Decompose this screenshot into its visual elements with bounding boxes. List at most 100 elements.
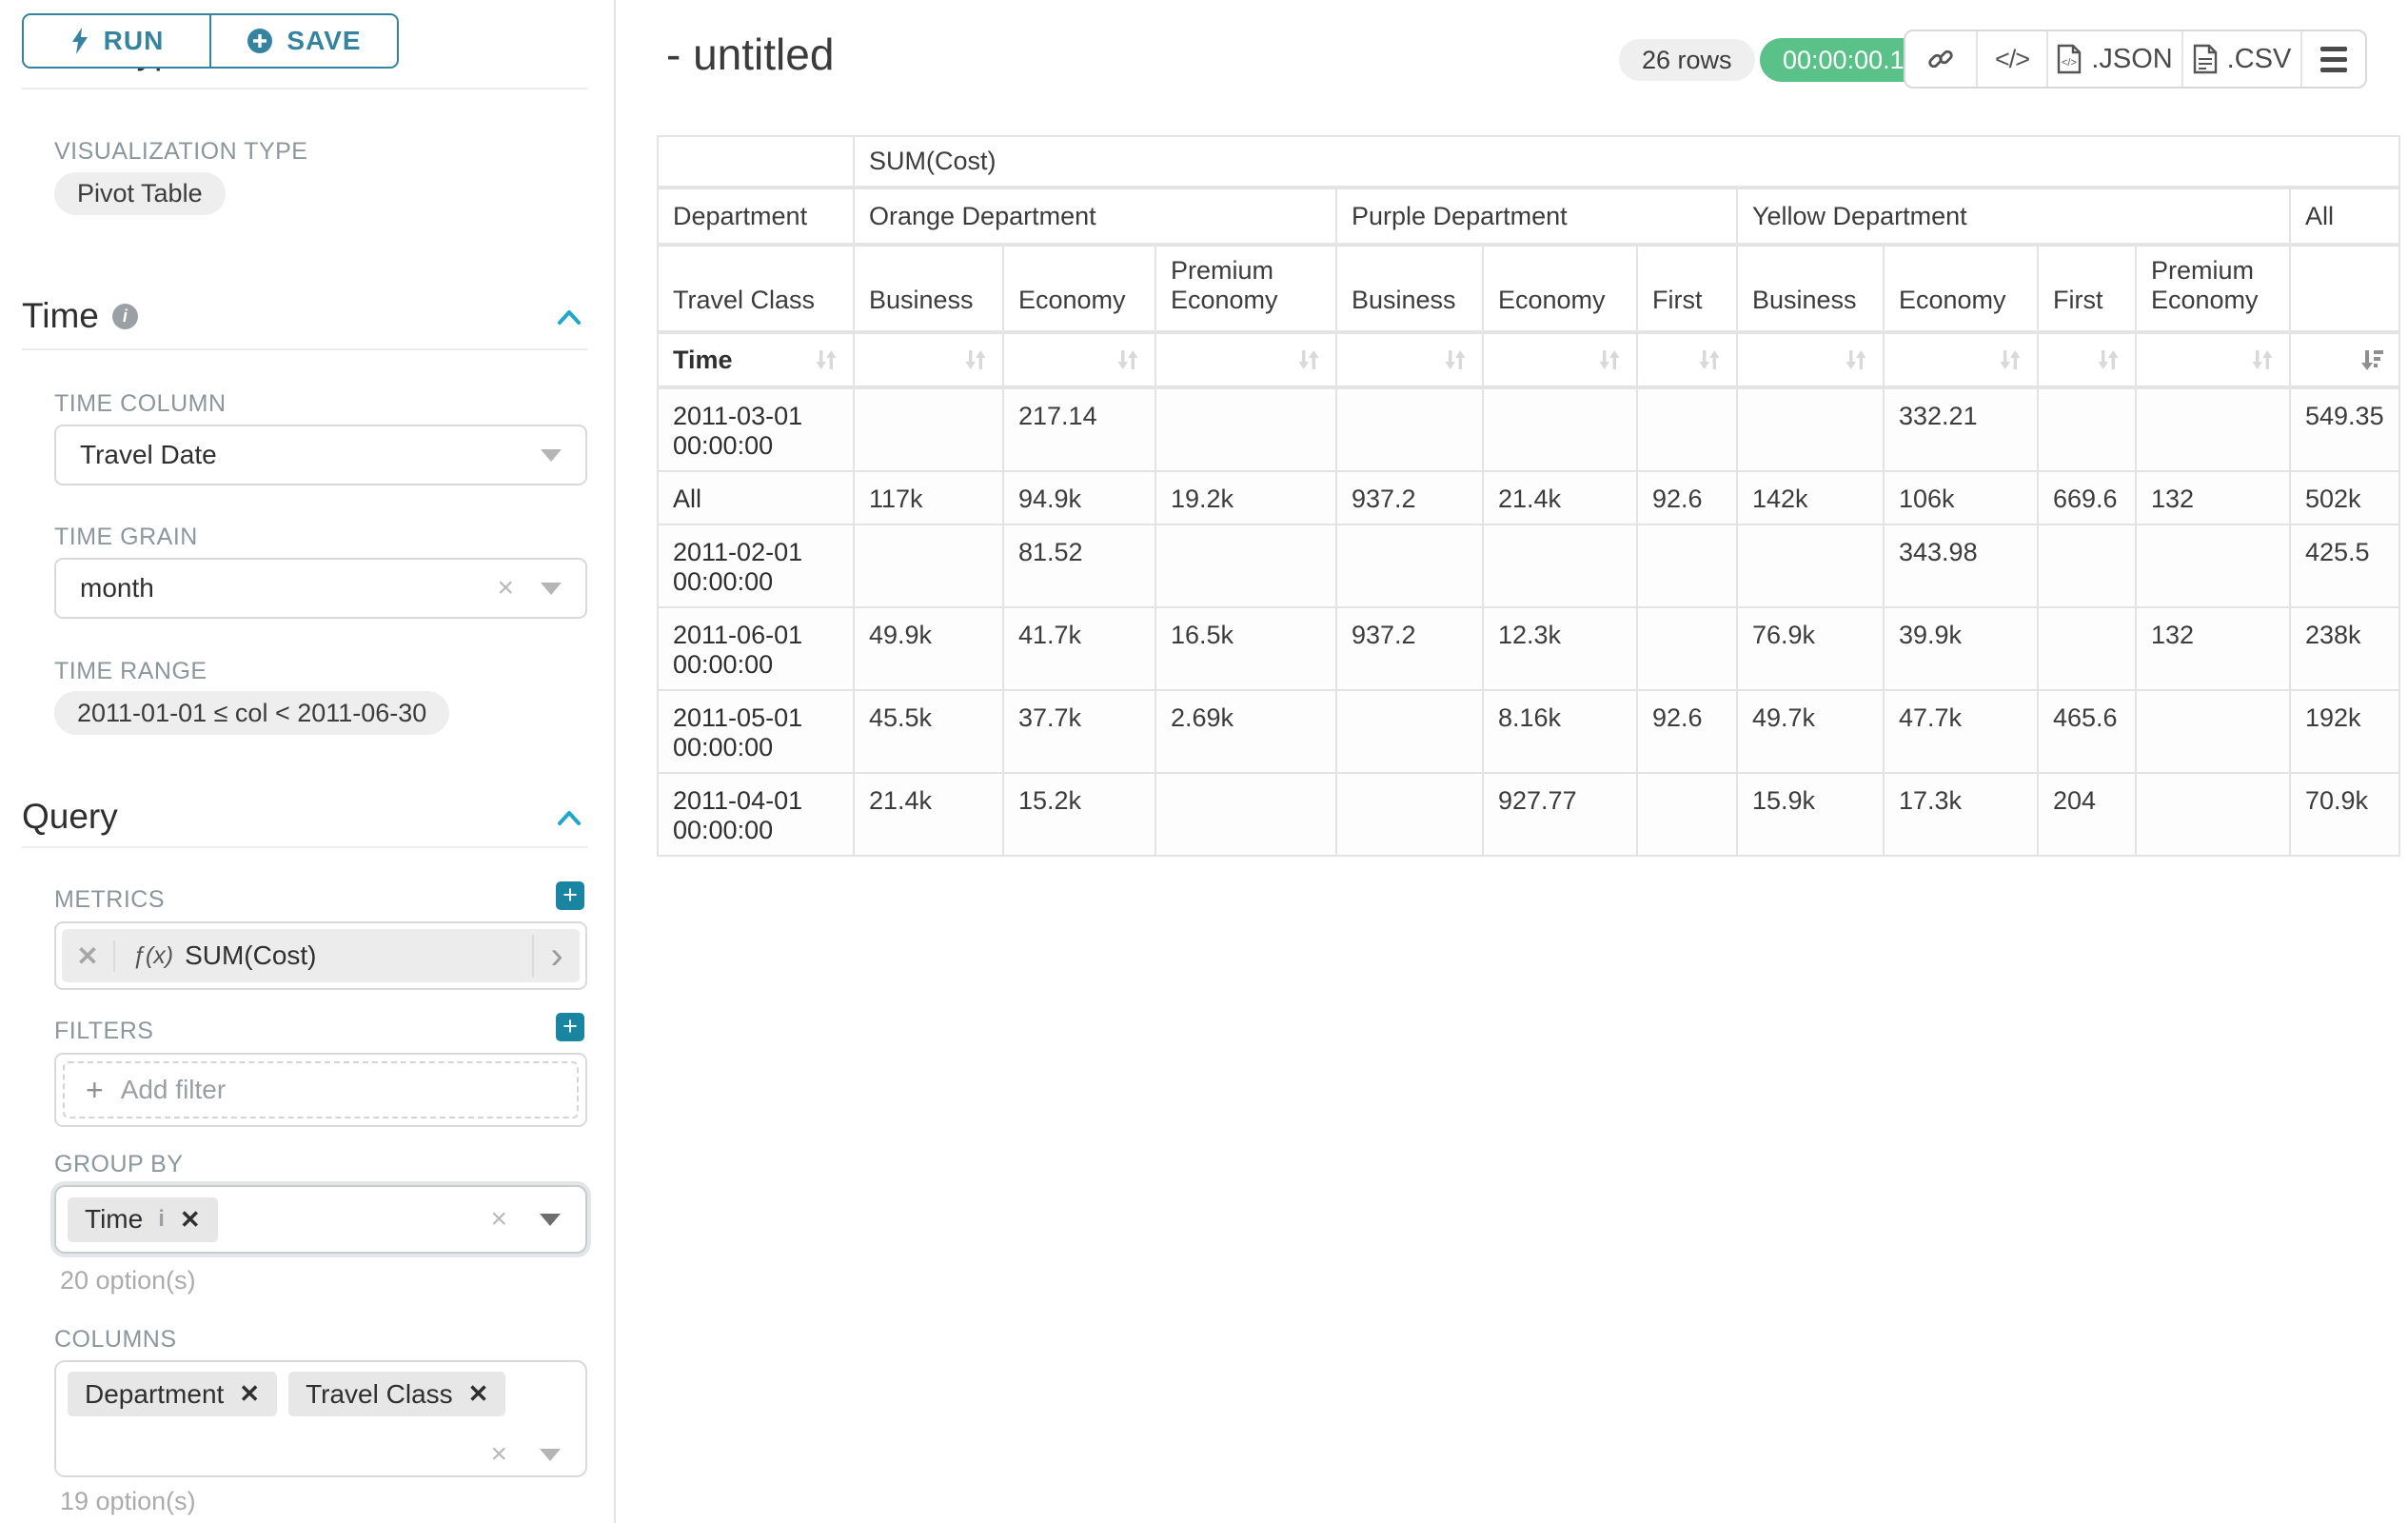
metric-value: SUM(Cost) — [185, 940, 316, 971]
sort-icon[interactable] — [1998, 347, 2023, 372]
columns-options-hint: 19 option(s) — [60, 1487, 196, 1516]
sort-header-cell — [2136, 332, 2290, 387]
query-section-header[interactable]: Query — [22, 797, 118, 837]
time-section-title: Time — [22, 296, 99, 336]
remove-chip-icon[interactable]: ✕ — [180, 1205, 201, 1235]
value-cell — [1336, 524, 1483, 607]
time-grain-select[interactable]: month × — [54, 558, 587, 619]
value-cell — [2038, 387, 2136, 471]
columns-label: COLUMNS — [54, 1326, 177, 1354]
clear-icon[interactable]: × — [497, 572, 514, 604]
column-group-cell: Orange Department — [854, 188, 1336, 245]
value-cell: 502k — [2290, 471, 2399, 524]
add-metric-button[interactable]: + — [556, 881, 584, 910]
group-by-select[interactable]: Timei✕ × — [54, 1185, 587, 1254]
value-cell: 192k — [2290, 690, 2399, 773]
value-cell — [1336, 387, 1483, 471]
sort-header-cell — [1155, 332, 1336, 387]
sort-icon[interactable] — [2250, 347, 2275, 372]
info-icon[interactable]: i — [112, 304, 138, 329]
hamburger-menu-icon — [2320, 47, 2347, 72]
function-icon: ƒ(x) — [132, 942, 173, 970]
dimension-chip[interactable]: Department ✕ — [68, 1372, 277, 1416]
time-range-pill[interactable]: 2011-01-01 ≤ col < 2011-06-30 — [54, 691, 449, 735]
column-group-cell: Yellow Department — [1737, 188, 2290, 245]
row-count-badge: 26 rows — [1619, 39, 1755, 81]
caret-down-icon[interactable] — [540, 1214, 561, 1226]
row-label-cell: 2011-06-01 00:00:00 — [658, 607, 854, 690]
share-link-button[interactable] — [1905, 31, 1976, 87]
view-query-button[interactable]: </> — [1976, 31, 2046, 87]
run-button[interactable]: RUN — [22, 13, 211, 69]
sort-header-cell — [2038, 332, 2136, 387]
value-cell — [1155, 773, 1336, 856]
value-cell: 549.35 — [2290, 387, 2399, 471]
menu-button[interactable] — [2300, 31, 2365, 87]
clear-icon[interactable]: × — [490, 1203, 507, 1236]
value-cell — [1483, 387, 1637, 471]
time-section-header[interactable]: Time i — [22, 296, 138, 336]
divider — [22, 846, 587, 848]
travel-class-cell — [2290, 245, 2399, 332]
value-cell — [1336, 690, 1483, 773]
value-cell — [2136, 690, 2290, 773]
sort-header-cell — [1003, 332, 1155, 387]
clear-icon[interactable]: × — [490, 1438, 507, 1471]
sort-icon[interactable] — [1697, 347, 1722, 372]
add-filter-placeholder: Add filter — [121, 1075, 227, 1105]
sort-header-cell — [1336, 332, 1483, 387]
value-cell: 76.9k — [1737, 607, 1884, 690]
sort-header-cell — [1884, 332, 2038, 387]
sort-icon[interactable] — [1296, 347, 1321, 372]
chevron-up-icon[interactable] — [557, 807, 582, 832]
sort-icon[interactable] — [963, 347, 988, 372]
sort-header-cell — [1637, 332, 1737, 387]
group-by-label: GROUP BY — [54, 1151, 184, 1178]
sort-icon[interactable] — [2096, 347, 2121, 372]
chart-title[interactable]: - untitled — [666, 29, 834, 80]
save-button[interactable]: SAVE — [211, 13, 399, 69]
value-cell: 425.5 — [2290, 524, 2399, 607]
remove-chip-icon[interactable]: ✕ — [239, 1379, 260, 1409]
chip-label: Department — [85, 1379, 224, 1410]
value-cell: 49.7k — [1737, 690, 1884, 773]
sort-icon[interactable] — [814, 347, 839, 372]
sort-desc-icon[interactable] — [2359, 347, 2384, 372]
metric-item[interactable]: ✕ ƒ(x) SUM(Cost) › — [62, 929, 580, 982]
value-cell: 142k — [1737, 471, 1884, 524]
export-json-button[interactable]: </> .JSON — [2046, 31, 2181, 87]
travel-class-cell: Economy — [1003, 245, 1155, 332]
add-filter-button[interactable]: + Add filter — [63, 1061, 579, 1118]
time-column-select[interactable]: Travel Date — [54, 425, 587, 485]
value-cell: 217.14 — [1003, 387, 1155, 471]
remove-metric-icon[interactable]: ✕ — [62, 940, 115, 972]
column-group-cell: All — [2290, 188, 2399, 245]
caret-down-icon — [541, 583, 562, 595]
value-cell — [1637, 524, 1737, 607]
sort-icon[interactable] — [1115, 347, 1140, 372]
columns-select[interactable]: Department✕Travel Class✕ × — [54, 1360, 587, 1477]
row-subheader-cell: Travel Class — [658, 245, 854, 332]
info-icon[interactable]: i — [158, 1206, 165, 1233]
value-cell: 49.9k — [854, 607, 1003, 690]
value-cell — [2136, 524, 2290, 607]
export-csv-button[interactable]: .CSV — [2181, 31, 2300, 87]
remove-chip-icon[interactable]: ✕ — [468, 1379, 489, 1409]
caret-down-icon[interactable] — [540, 1449, 561, 1461]
visualization-type-pill[interactable]: Pivot Table — [54, 172, 226, 215]
pivot-table-container: SUM(Cost)DepartmentOrange DepartmentPurp… — [657, 135, 2400, 857]
value-cell — [854, 387, 1003, 471]
filters-label: FILTERS — [54, 1018, 153, 1045]
svg-text:</>: </> — [2062, 57, 2077, 69]
metrics-label: METRICS — [54, 886, 165, 914]
value-cell: 332.21 — [1884, 387, 2038, 471]
dimension-chip[interactable]: Timei✕ — [68, 1197, 218, 1242]
sort-icon[interactable] — [1597, 347, 1622, 372]
chevron-up-icon[interactable] — [557, 307, 582, 331]
column-dimension-cell: Department — [658, 188, 854, 245]
add-filter-plus-button[interactable]: + — [556, 1013, 584, 1041]
sort-icon[interactable] — [1443, 347, 1468, 372]
sort-icon[interactable] — [1844, 347, 1868, 372]
chevron-right-icon[interactable]: › — [532, 935, 580, 978]
dimension-chip[interactable]: Travel Class✕ — [288, 1372, 505, 1416]
